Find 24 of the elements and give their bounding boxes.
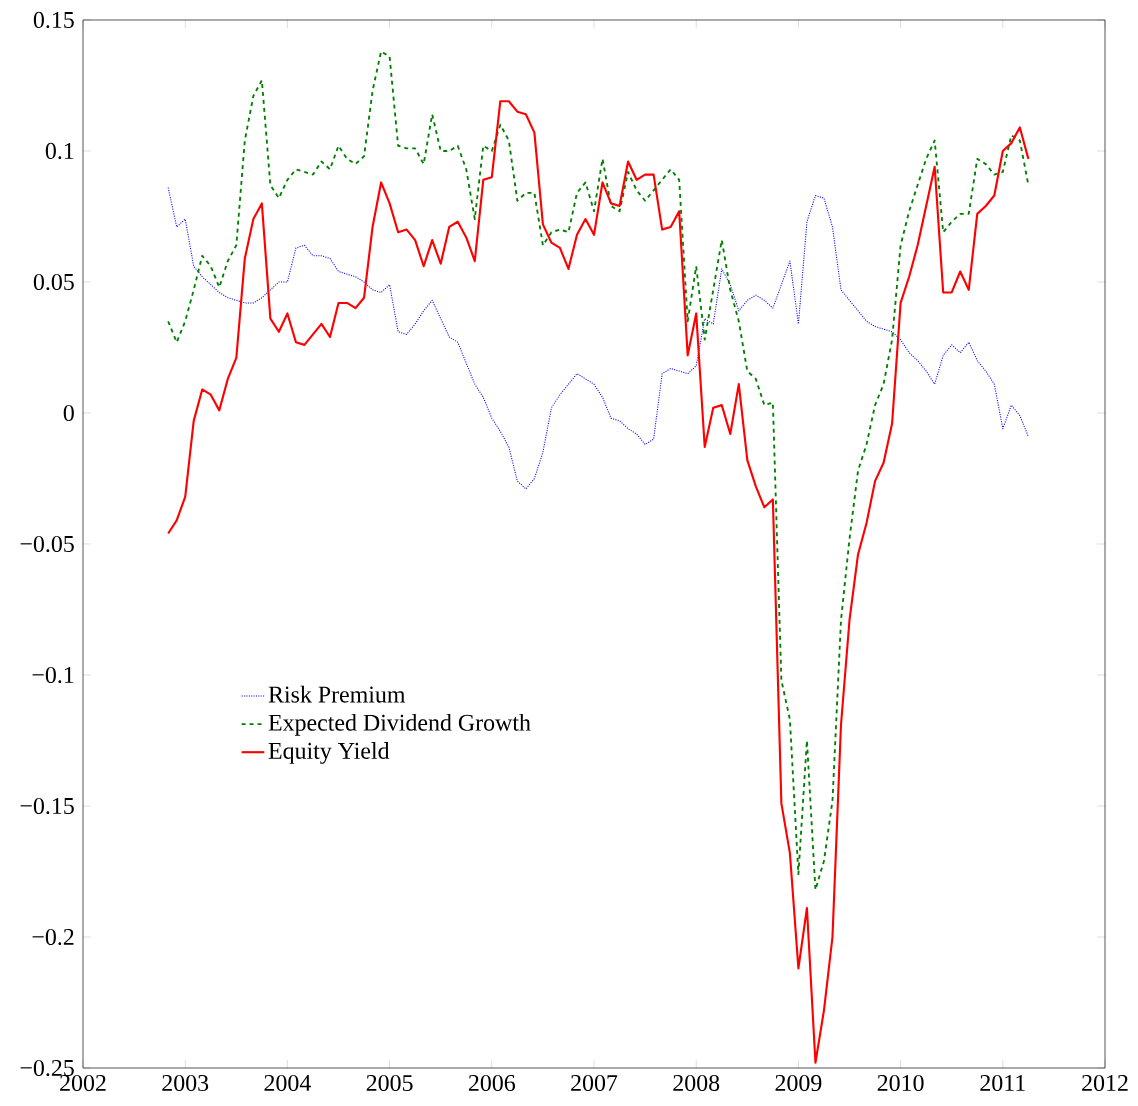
x-tick-label: 2011: [980, 1074, 1025, 1092]
y-tick-label: −0.25: [20, 1059, 74, 1077]
x-tick-label: 2002: [60, 1074, 106, 1092]
y-tick-label: 0.1: [45, 142, 74, 160]
x-tick-label: 2006: [468, 1074, 516, 1092]
line-series: [167, 50, 1030, 891]
x-tick-label: 2012: [1082, 1074, 1128, 1092]
y-tick-label: 0.15: [33, 11, 74, 29]
x-tick-label: 2003: [162, 1074, 209, 1092]
y-tick-label: −0.15: [20, 797, 74, 815]
x-tick-label: 2008: [673, 1074, 720, 1092]
x-tick-label: 2005: [366, 1074, 413, 1092]
legend-label: Expected Dividend Growth: [268, 713, 531, 736]
x-tick-label: 2007: [571, 1074, 618, 1092]
y-tick-label: −0.2: [32, 928, 74, 946]
x-tick-label: 2009: [775, 1074, 822, 1092]
x-tick-label: 2010: [877, 1074, 924, 1092]
legend-label: Equity Yield: [268, 742, 390, 764]
y-tick-label: 0.05: [33, 273, 74, 291]
y-tick-label: −0.05: [20, 535, 74, 553]
y-tick-label: −0.1: [32, 666, 74, 684]
y-tick-label: 0: [63, 404, 74, 422]
legend-label: Risk Premium: [268, 685, 406, 703]
x-tick-label: 2004: [264, 1074, 311, 1092]
